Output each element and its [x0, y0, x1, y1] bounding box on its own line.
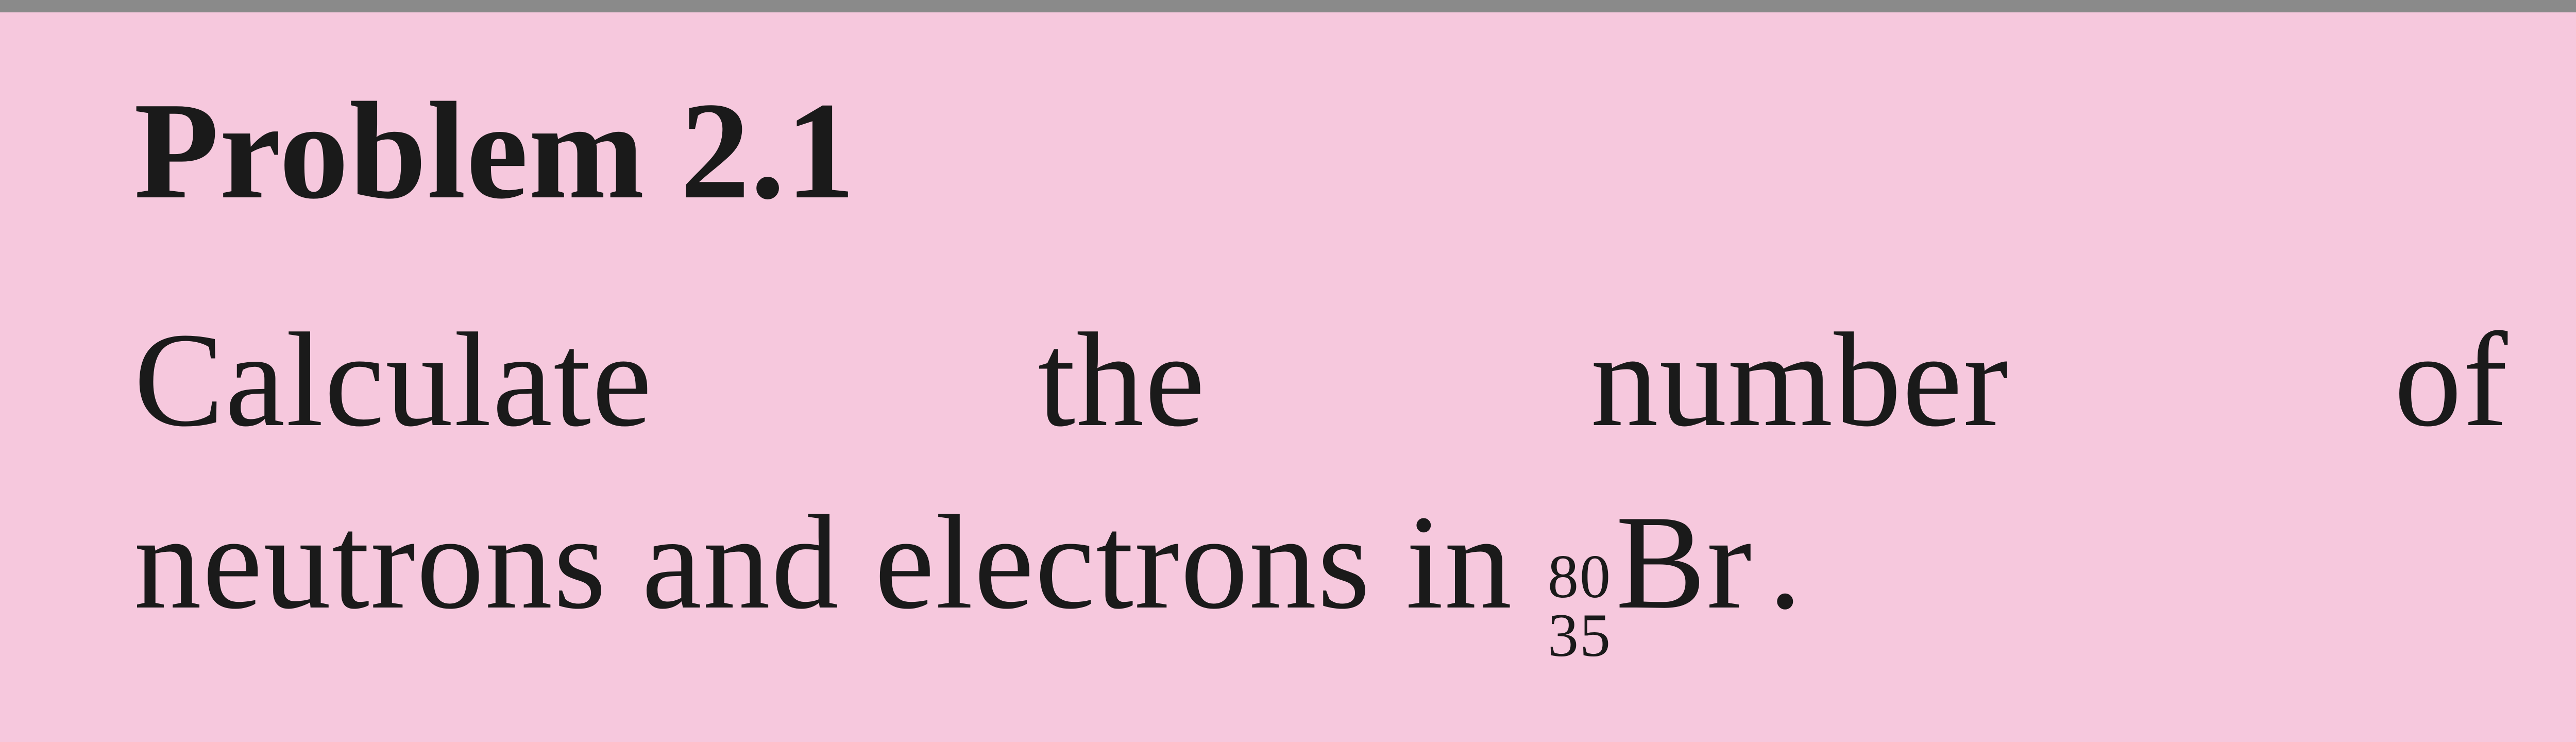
problem-line-1: Calculate the number of protons,: [134, 289, 2576, 471]
problem-body: Calculate the number of protons, neutron…: [134, 289, 2576, 675]
line2-suffix: .: [1768, 471, 1803, 654]
atomic-number: 35: [1548, 606, 1612, 665]
problem-line-2: neutrons and electrons in 8035Br.: [134, 471, 2576, 675]
word: Calculate: [134, 289, 653, 471]
isotope-numbers: 8035: [1548, 547, 1612, 665]
mass-number: 80: [1548, 547, 1612, 606]
problem-title: Problem 2.1: [134, 74, 2576, 227]
word: the: [1038, 289, 1206, 471]
word: of: [2394, 289, 2509, 471]
problem-box: Problem 2.1 Calculate the number of prot…: [0, 12, 2576, 742]
isotope-notation: 8035Br: [1548, 471, 1753, 675]
top-rule: [0, 0, 2576, 12]
line2-prefix: neutrons and electrons in: [134, 487, 1548, 637]
element-symbol: Br: [1616, 487, 1753, 637]
page: Problem 2.1 Calculate the number of prot…: [0, 0, 2576, 742]
word: number: [1591, 289, 2009, 471]
